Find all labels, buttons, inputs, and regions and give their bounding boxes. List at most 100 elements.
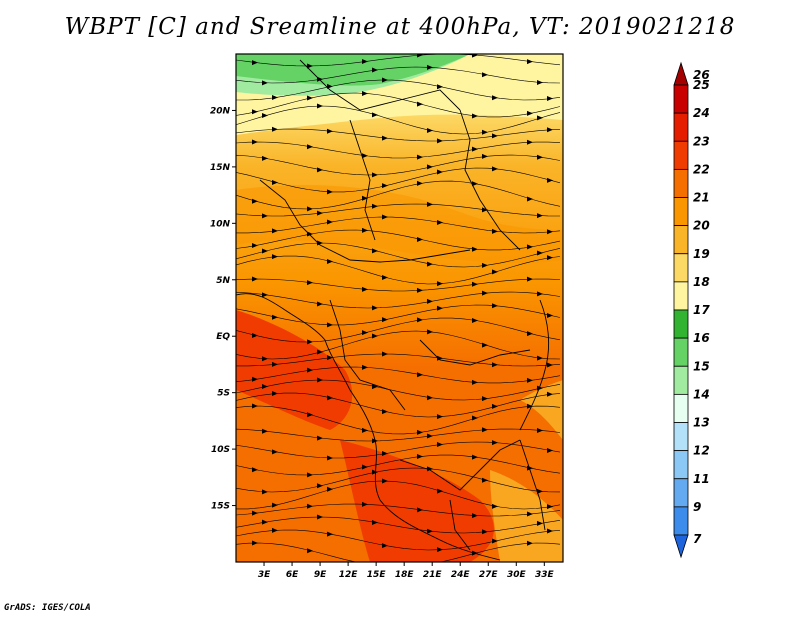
streamline-arrow	[437, 84, 443, 90]
streamline-arrow	[262, 292, 268, 298]
streamline	[236, 503, 561, 517]
colorbar-label: 14	[693, 387, 710, 401]
streamline	[236, 353, 561, 367]
streamline-arrow	[482, 529, 488, 535]
streamline-arrow	[362, 90, 368, 96]
streamline-arrow	[417, 101, 423, 107]
coastline-border	[236, 293, 501, 561]
streamline	[236, 330, 561, 360]
streamline-arrow	[417, 180, 423, 186]
streamline	[236, 105, 561, 135]
streamline-arrow	[537, 355, 543, 361]
streamline-arrow	[437, 169, 443, 175]
colorbar-segment	[673, 253, 689, 283]
streamline	[236, 54, 561, 67]
field-cool-southeast	[490, 470, 563, 562]
y-axis: 20N 15N 10N 5N EQ 5S 10S 15S	[210, 106, 236, 512]
streamline-arrow	[417, 317, 423, 323]
colorbar-segment	[673, 281, 689, 311]
streamline-arrow	[417, 154, 423, 160]
streamline-arrow	[272, 361, 278, 367]
streamline-arrow	[437, 414, 443, 420]
streamline-arrow	[417, 236, 423, 242]
border-sahel	[259, 179, 471, 263]
streamline-arrow	[307, 339, 313, 345]
x-tick-label: 24E	[451, 570, 471, 580]
streamline	[236, 542, 561, 562]
streamline-arrow	[437, 547, 443, 553]
streamline-arrow	[537, 291, 543, 297]
wbpt-field	[236, 54, 563, 562]
streamline-arrow	[547, 313, 553, 319]
colorbar-label: 26	[693, 68, 710, 82]
streamline-arrow	[482, 477, 488, 483]
streamline-arrow	[372, 203, 378, 209]
streamline-arrow	[427, 128, 433, 134]
streamline-arrow	[427, 329, 433, 335]
streamline-arrow	[252, 60, 258, 66]
streamline-arrow	[527, 276, 533, 282]
streamline-arrow	[547, 391, 553, 397]
streamline-arrow	[307, 144, 313, 150]
streamline-arrow	[252, 333, 258, 339]
streamline-arrow	[327, 355, 333, 361]
streamline	[236, 405, 561, 435]
x-tick-label: 3E	[258, 570, 271, 580]
streamline	[236, 291, 561, 309]
colorbar-segment	[673, 422, 689, 452]
colorbar-segment	[673, 450, 689, 480]
y-tick-label: 10N	[210, 219, 231, 229]
streamline-arrow	[472, 113, 478, 119]
border-drc-east	[419, 339, 531, 366]
streamline-arrow	[482, 207, 488, 213]
streamline-arrow	[427, 528, 433, 534]
streamline-arrow	[482, 427, 488, 433]
colorbar-label: 21	[693, 191, 710, 205]
streamline	[236, 392, 561, 418]
colorbar-label: 20	[693, 219, 710, 233]
streamline-arrow	[427, 64, 433, 70]
streamline	[236, 154, 561, 176]
colorbar-segment	[673, 225, 689, 255]
colorbar-label: 15	[693, 359, 710, 373]
streamline-arrow	[527, 511, 533, 517]
colorbar-label: 24	[693, 106, 710, 120]
streamline-arrow	[382, 183, 388, 189]
streamline-arrow	[547, 255, 553, 261]
streamline-arrow	[417, 372, 423, 378]
streamline-arrow	[417, 507, 423, 513]
colorbar-label: 12	[693, 444, 710, 458]
streamline	[236, 229, 561, 251]
streamline-arrow	[492, 538, 498, 544]
streamline-arrow	[437, 441, 443, 447]
streamline-arrow	[547, 96, 553, 102]
colorbar-segment	[673, 61, 689, 86]
streamline-arrow	[372, 333, 378, 339]
streamline-arrow	[427, 395, 433, 401]
field-cool-east	[520, 380, 563, 440]
streamline-arrow	[482, 262, 488, 268]
streamline-arrow	[472, 379, 478, 385]
streamline-arrow	[547, 448, 553, 454]
streamline-arrow	[427, 261, 433, 267]
streamline-arrow	[492, 362, 498, 368]
streamline-arrow	[317, 167, 323, 173]
streamline-arrow	[482, 396, 488, 402]
streamline-arrow	[307, 280, 313, 286]
x-tick-label: 30E	[507, 570, 527, 580]
credit-label: GrADS: IGES/COLA	[4, 603, 91, 613]
streamline-arrow	[327, 322, 333, 328]
x-tick-label: 6E	[286, 570, 299, 580]
colorbar-segment	[673, 534, 689, 559]
streamline-arrow	[362, 153, 368, 159]
streamline-arrow	[252, 109, 258, 115]
streamline-arrow	[252, 198, 258, 204]
streamline-arrow	[317, 210, 323, 216]
x-tick-label: 33E	[535, 570, 555, 580]
streamline-arrow	[362, 330, 368, 336]
colorbar-label: 7	[693, 532, 702, 546]
streamline-arrow	[382, 317, 388, 323]
streamline-arrow	[527, 331, 533, 337]
x-tick-label: 12E	[339, 570, 359, 580]
